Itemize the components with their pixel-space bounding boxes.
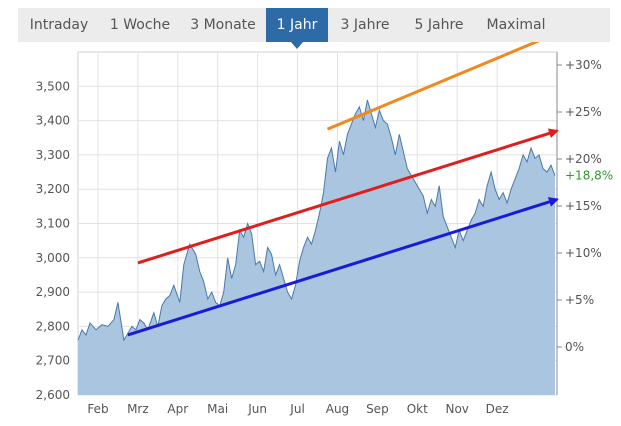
y-tick-label: 2,800 [36,319,70,333]
y-tick-label: 2,900 [36,285,70,299]
tab-3-monate[interactable]: 3 Monate [190,17,256,33]
tab-1-jahr-label: 1 Jahr [276,17,318,33]
x-tick-label: Jun [247,402,267,416]
x-tick-label: Feb [87,402,108,416]
x-tick-label: Okt [407,402,428,416]
right-axis-label: +5% [565,293,594,307]
tab-intraday[interactable]: Intraday [29,17,89,33]
price-line [77,99,556,342]
range-tab-bar: Intraday 1 Woche 3 Monate 1 Jahr 3 Jahre… [18,8,610,49]
price-chart-svg: 2,600 2,700 2,800 2,900 3,000 3,100 3,200 3,300… [36,31,613,416]
x-tick-label: Nov [445,402,468,416]
y-tick-label: 2,700 [36,354,70,368]
y-tick-label: 3,500 [36,79,70,93]
tab-maximal[interactable]: Maximal [486,17,546,33]
trend-arrow-orange [326,31,559,131]
x-tick-label: Sep [366,402,389,416]
tab-3-jahre[interactable]: 3 Jahre [340,17,390,33]
x-tick-label: Mrz [127,402,149,416]
y-tick-label: 3,300 [36,148,70,162]
tab-5-jahre[interactable]: 5 Jahre [414,17,464,33]
tab-1-woche[interactable]: 1 Woche [109,17,171,33]
y-tick-label: 3,000 [36,251,70,265]
price-chart: 2,600 2,700 2,800 2,900 3,000 3,100 3,200 3,300… [0,31,621,422]
tab-1-jahr[interactable]: 1 Jahr [266,8,328,49]
x-tick-label: Dez [486,402,509,416]
right-axis-label: +20% [565,152,602,166]
y-tick-label: 3,400 [36,114,70,128]
trend-arrow-red [137,128,559,265]
y-tick-label: 2,600 [36,388,70,402]
price-area [78,100,556,395]
trend-arrow-blue [127,197,559,337]
right-axis-label: +25% [565,105,602,119]
y-tick-label: 3,200 [36,182,70,196]
right-axis-label: +15% [565,199,602,213]
x-tick-label: Aug [326,402,349,416]
right-axis-label: +10% [565,246,602,260]
active-tab-caret-icon [291,42,303,49]
x-tick-label: Apr [167,402,188,416]
right-axis-label: 0% [565,340,584,354]
x-tick-label: Jul [289,402,304,416]
y-tick-label: 3,100 [36,217,70,231]
x-tick-label: Mai [207,402,228,416]
right-axis-label: +30% [565,58,602,72]
current-change-label: +18,8% [565,168,613,182]
